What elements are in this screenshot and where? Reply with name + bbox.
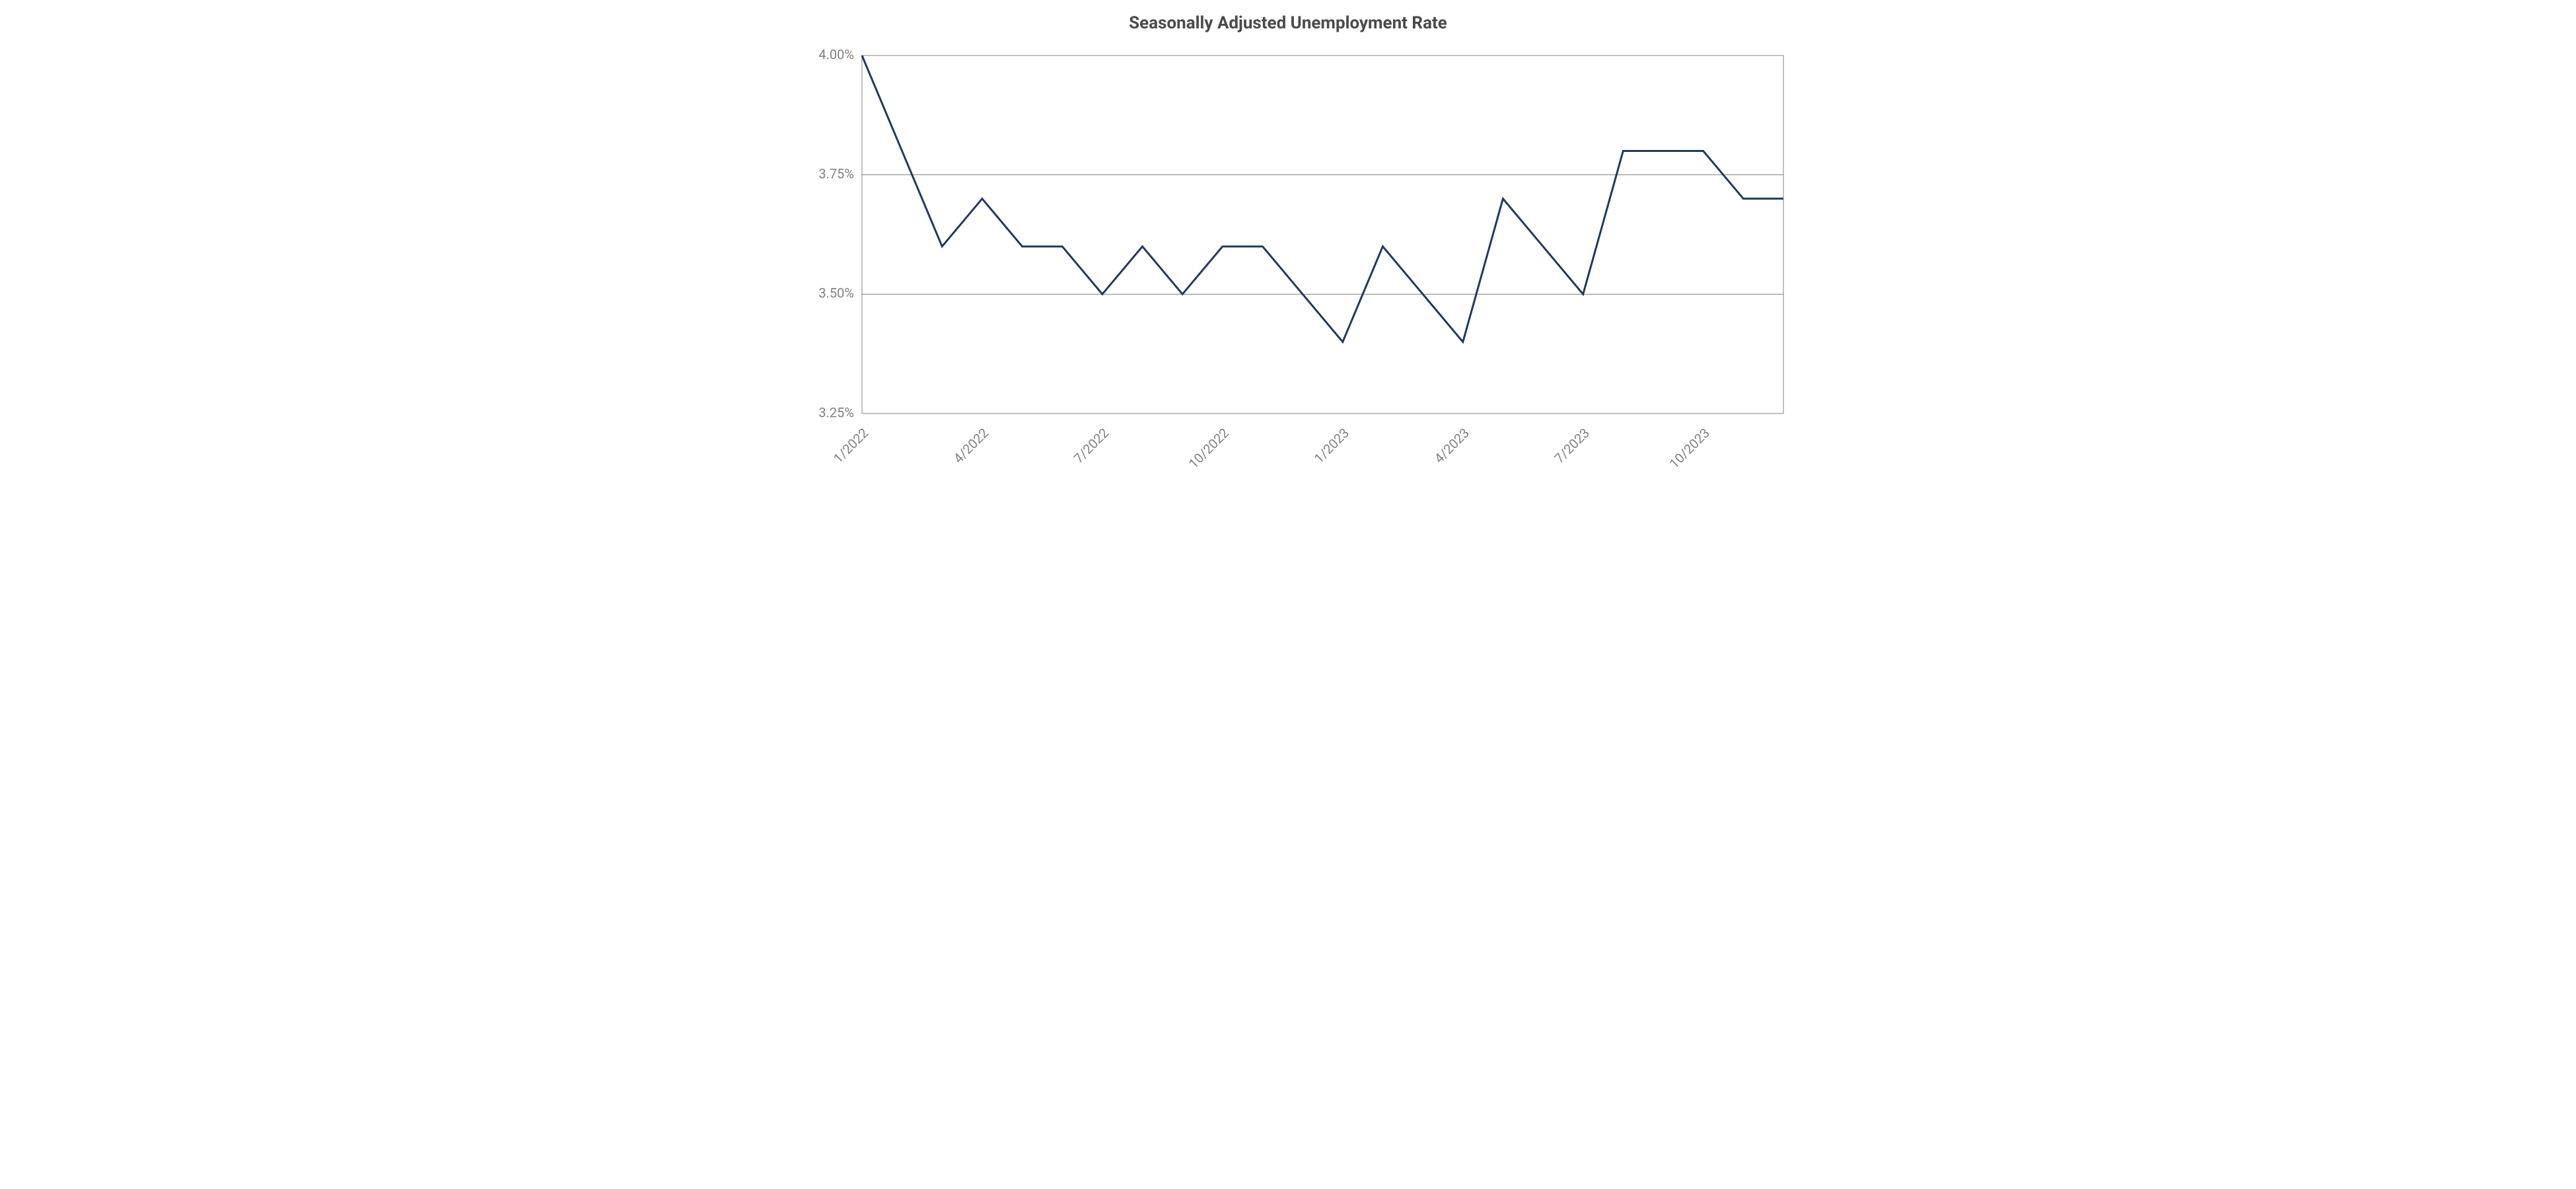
- x-axis-tick-label: 1/2023: [1311, 425, 1353, 466]
- y-axis-tick-label: 3.25%: [818, 404, 854, 420]
- x-axis-tick-label: 4/2022: [950, 425, 992, 466]
- x-axis-tick-label: 7/2023: [1551, 425, 1592, 466]
- x-axis-tick-label: 1/2022: [830, 425, 872, 466]
- chart-plot: 3.25% 3.50% 3.75% 4.00% 1/2022 4/2022 7/2022 10…: [783, 49, 1793, 485]
- y-axis-tick-label: 4.00%: [818, 49, 854, 62]
- y-axis-tick-label: 3.50%: [818, 285, 854, 301]
- x-axis-tick-label: 4/2023: [1431, 425, 1473, 466]
- line-chart-svg: 3.25% 3.50% 3.75% 4.00% 1/2022 4/2022 7/2022 10…: [783, 49, 1793, 485]
- chart-container: Seasonally Adjusted Unemployment Rate 3.…: [776, 0, 1800, 511]
- y-axis-tick-label: 3.75%: [818, 166, 854, 182]
- x-axis-tick-label: 10/2022: [1186, 425, 1233, 472]
- chart-title: Seasonally Adjusted Unemployment Rate: [783, 13, 1793, 33]
- x-axis-tick-label: 10/2023: [1666, 425, 1713, 472]
- x-axis-tick-label: 7/2022: [1071, 425, 1112, 466]
